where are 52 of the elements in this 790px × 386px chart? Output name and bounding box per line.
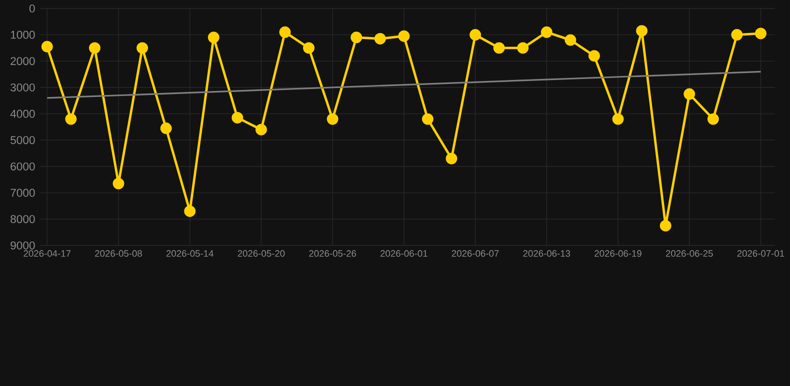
x-tick-label: 2026-05-26 [309, 250, 356, 257]
y-tick-label: 2000 [10, 56, 35, 65]
point [88, 42, 100, 54]
point [350, 31, 362, 43]
point [112, 178, 124, 190]
y-tick-label: 1000 [10, 30, 35, 39]
point [374, 32, 386, 44]
point [684, 88, 696, 100]
point [232, 112, 244, 124]
y-tick-label: 0 [29, 4, 35, 12]
y-tick-label: 6000 [10, 162, 35, 170]
point [731, 28, 743, 40]
point [707, 113, 719, 125]
x-tick-label: 2026-06-01 [380, 250, 428, 257]
point [660, 220, 672, 232]
point [588, 50, 600, 62]
x-tick-label: 2026-04-17 [24, 250, 71, 257]
point [184, 205, 196, 217]
y-tick-label: 7000 [10, 188, 35, 197]
point [517, 42, 529, 54]
point [41, 40, 53, 52]
x-tick-label: 2026-05-14 [166, 250, 214, 257]
y-tick-label: 3000 [10, 83, 35, 92]
y-tick-label: 5000 [10, 136, 35, 144]
x-tick-label: 2026-05-08 [95, 250, 142, 257]
point [303, 42, 315, 54]
x-tick-label: 2026-06-13 [523, 250, 570, 257]
x-tick-label: 2026-07-01 [737, 250, 784, 257]
y-tick-label: 8000 [10, 214, 35, 223]
point [540, 26, 552, 38]
point [564, 34, 576, 46]
point [612, 113, 624, 125]
y-tick-label: 9000 [10, 241, 35, 250]
x-tick-label: 2026-06-25 [666, 250, 713, 257]
x-tick-label: 2026-06-07 [452, 250, 499, 257]
point [754, 28, 766, 39]
x-tick-label: 2026-05-20 [238, 250, 285, 257]
point [470, 28, 482, 40]
point [636, 24, 648, 36]
point [493, 42, 505, 54]
point [208, 31, 220, 43]
point [422, 113, 434, 125]
point [160, 122, 172, 134]
point [65, 113, 77, 125]
point [398, 30, 410, 42]
point [255, 124, 267, 136]
y-tick-label: 4000 [10, 110, 35, 118]
point [326, 113, 338, 125]
point [446, 152, 458, 164]
point [279, 26, 291, 38]
x-tick-label: 2026-06-19 [594, 250, 642, 257]
point [136, 42, 148, 54]
